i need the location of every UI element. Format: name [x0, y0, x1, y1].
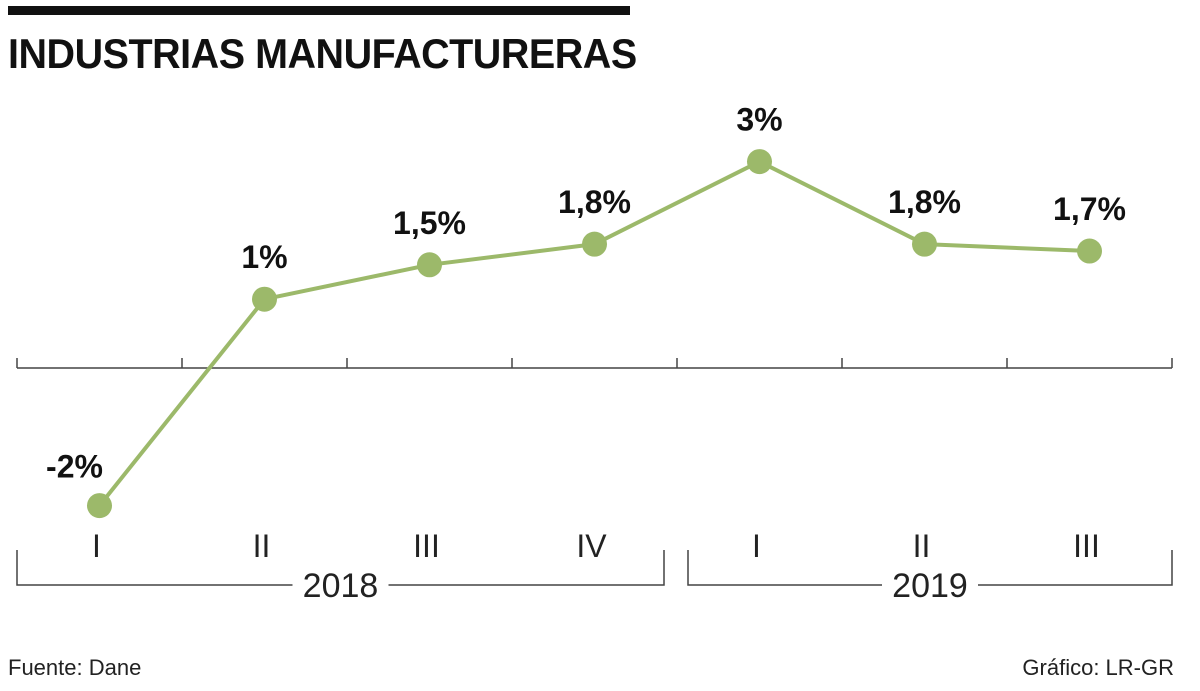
data-point	[1077, 238, 1102, 264]
year-bracket	[687, 550, 1173, 586]
data-point	[252, 286, 277, 312]
data-label: 3%	[736, 102, 782, 138]
x-tick-label: II	[253, 528, 271, 564]
data-label: 1,7%	[1053, 191, 1126, 227]
top-rule	[8, 6, 630, 15]
data-label: 1,8%	[558, 184, 631, 220]
source-note: Fuente: Dane	[8, 655, 142, 680]
data-point	[417, 252, 442, 278]
x-tick-label: II	[913, 528, 931, 564]
data-point	[747, 149, 772, 175]
x-tick-label: I	[752, 528, 761, 564]
data-point	[912, 231, 937, 257]
x-tick-label: IV	[576, 528, 607, 564]
data-label: -2%	[46, 449, 103, 485]
year-label: 2019	[892, 567, 968, 605]
data-label: 1,8%	[888, 184, 961, 220]
data-label: 1%	[241, 239, 287, 275]
data-point	[87, 493, 112, 519]
credit-note: Gráfico: LR-GR	[1022, 655, 1174, 680]
chart-title: INDUSTRIAS MANUFACTURERAS	[8, 30, 637, 77]
data-label: 1,5%	[393, 205, 466, 241]
x-tick-label: I	[92, 528, 101, 564]
year-label: 2018	[303, 567, 379, 605]
x-tick-label: III	[413, 528, 440, 564]
x-tick-label: III	[1073, 528, 1100, 564]
data-point	[582, 231, 607, 257]
year-bracket	[16, 550, 665, 586]
